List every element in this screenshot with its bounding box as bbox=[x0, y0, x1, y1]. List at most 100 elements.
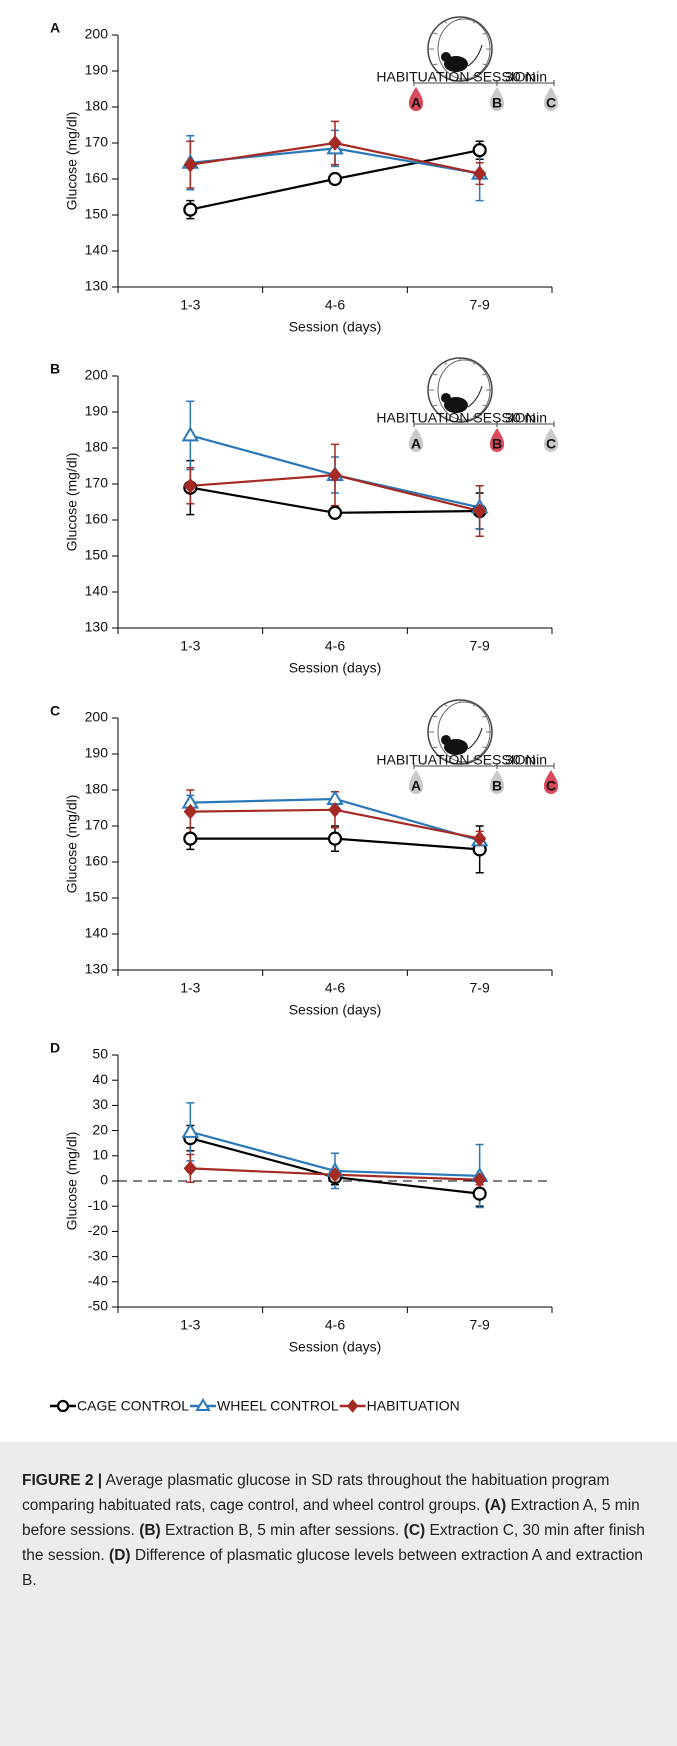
legend-label: CAGE CONTROL bbox=[77, 1398, 189, 1414]
y-tick-label: 200 bbox=[85, 367, 109, 383]
y-tick-label: 180 bbox=[85, 439, 109, 455]
y-axis-title: Glucose (mg/dl) bbox=[64, 1132, 80, 1231]
x-tick-label: 1-3 bbox=[180, 980, 200, 996]
y-tick-label: -30 bbox=[88, 1247, 108, 1263]
caption-label: FIGURE 2 | bbox=[22, 1472, 103, 1489]
drop-label: C bbox=[546, 436, 556, 452]
marker bbox=[473, 165, 487, 182]
drop-label: A bbox=[411, 778, 421, 794]
drop-label: B bbox=[492, 95, 502, 111]
wheel-rung bbox=[482, 715, 488, 718]
wheel-rung bbox=[472, 703, 477, 707]
marker bbox=[183, 831, 198, 846]
y-tick-label: 130 bbox=[85, 278, 109, 294]
y-tick-label: -10 bbox=[88, 1197, 108, 1213]
x-tick-label: 4-6 bbox=[325, 297, 345, 313]
drop bbox=[489, 770, 505, 794]
y-tick-label: 180 bbox=[85, 781, 109, 797]
marker bbox=[181, 1122, 200, 1138]
y-axis-title: Glucose (mg/dl) bbox=[64, 112, 80, 211]
y-axis-title: Glucose (mg/dl) bbox=[64, 795, 80, 894]
marker bbox=[183, 803, 197, 820]
caption: FIGURE 2 | Average plasmatic glucose in … bbox=[0, 1442, 677, 1746]
rat-tail bbox=[467, 44, 483, 67]
wheel-rung bbox=[472, 20, 477, 24]
marker bbox=[327, 831, 343, 846]
wheel-rung bbox=[443, 361, 448, 365]
y-tick-label: 200 bbox=[85, 26, 109, 42]
marker bbox=[328, 467, 342, 483]
legend-label: WHEEL CONTROL bbox=[217, 1398, 339, 1414]
marker bbox=[328, 135, 342, 151]
x-tick-label: 7-9 bbox=[470, 638, 490, 654]
marker bbox=[327, 505, 343, 520]
caption-item: Extraction C, 30 min after finish the se… bbox=[22, 1522, 645, 1564]
x-axis-title: Session (days) bbox=[289, 1339, 382, 1355]
y-tick-label: 190 bbox=[85, 403, 109, 419]
x-tick-label: 1-3 bbox=[180, 1317, 200, 1333]
marker bbox=[328, 802, 342, 818]
wheel-rung bbox=[432, 715, 438, 718]
y-tick-label: 130 bbox=[85, 961, 109, 977]
y-tick-label: 170 bbox=[85, 475, 109, 491]
panel-label: D bbox=[50, 1040, 60, 1056]
x-tick-label: 7-9 bbox=[470, 980, 490, 996]
caption-item: Extraction A, 5 min before sessions. bbox=[22, 1497, 640, 1539]
x-tick-label: 4-6 bbox=[325, 638, 345, 654]
y-tick-label: 160 bbox=[85, 511, 109, 527]
drop-label: C bbox=[546, 778, 556, 794]
y-tick-label: 20 bbox=[92, 1121, 108, 1137]
marker bbox=[473, 830, 487, 847]
wheel-rung bbox=[432, 32, 438, 35]
y-tick-label: 150 bbox=[85, 206, 109, 222]
y-axis-title: Glucose (mg/dl) bbox=[64, 453, 80, 552]
interval-label: 30 min bbox=[505, 69, 547, 85]
drop bbox=[408, 770, 424, 794]
marker bbox=[473, 1171, 487, 1188]
x-tick-label: 4-6 bbox=[325, 1317, 345, 1333]
wheel-rung bbox=[482, 32, 488, 35]
y-tick-label: 50 bbox=[92, 1046, 108, 1062]
caption-key: (D) bbox=[109, 1547, 131, 1564]
drop bbox=[543, 87, 559, 111]
wheel-rung bbox=[443, 20, 448, 24]
y-tick-label: 170 bbox=[85, 817, 109, 833]
x-axis-title: Session (days) bbox=[289, 1002, 382, 1018]
y-tick-label: -40 bbox=[88, 1273, 108, 1289]
wheel-rung bbox=[472, 361, 477, 365]
x-tick-label: 7-9 bbox=[470, 297, 490, 313]
wheel-rung bbox=[432, 404, 438, 407]
wheel-rung bbox=[482, 746, 488, 749]
interval-label: 30 min bbox=[505, 410, 547, 426]
drop-label: A bbox=[411, 436, 421, 452]
x-tick-label: 7-9 bbox=[470, 1317, 490, 1333]
x-tick-label: 1-3 bbox=[180, 638, 200, 654]
y-tick-label: 10 bbox=[92, 1147, 108, 1163]
drop-label: A bbox=[411, 95, 421, 111]
caption-text: Average plasmatic glucose in SD rats thr… bbox=[22, 1472, 610, 1514]
y-tick-label: 180 bbox=[85, 98, 109, 114]
wheel-rung bbox=[472, 757, 477, 761]
panel-label: B bbox=[50, 361, 60, 377]
y-tick-label: 150 bbox=[85, 547, 109, 563]
drop-label: C bbox=[546, 95, 556, 111]
caption-key: (A) bbox=[484, 1497, 507, 1514]
drop-label: B bbox=[492, 778, 502, 794]
y-tick-label: 0 bbox=[100, 1172, 108, 1188]
caption-key: (C) bbox=[403, 1522, 426, 1539]
marker bbox=[473, 503, 487, 519]
drop bbox=[408, 428, 424, 452]
x-axis-title: Session (days) bbox=[289, 660, 382, 676]
interval-label: 30 min bbox=[505, 752, 547, 768]
x-tick-label: 4-6 bbox=[325, 980, 345, 996]
y-tick-label: 190 bbox=[85, 62, 109, 78]
rat-head bbox=[441, 393, 451, 403]
rat-head bbox=[441, 52, 451, 62]
y-tick-label: 170 bbox=[85, 134, 109, 150]
rat-tail bbox=[467, 385, 483, 408]
marker bbox=[56, 1399, 70, 1413]
marker bbox=[328, 1166, 342, 1183]
marker bbox=[181, 426, 200, 442]
wheel-rung bbox=[432, 373, 438, 376]
marker bbox=[183, 156, 197, 173]
